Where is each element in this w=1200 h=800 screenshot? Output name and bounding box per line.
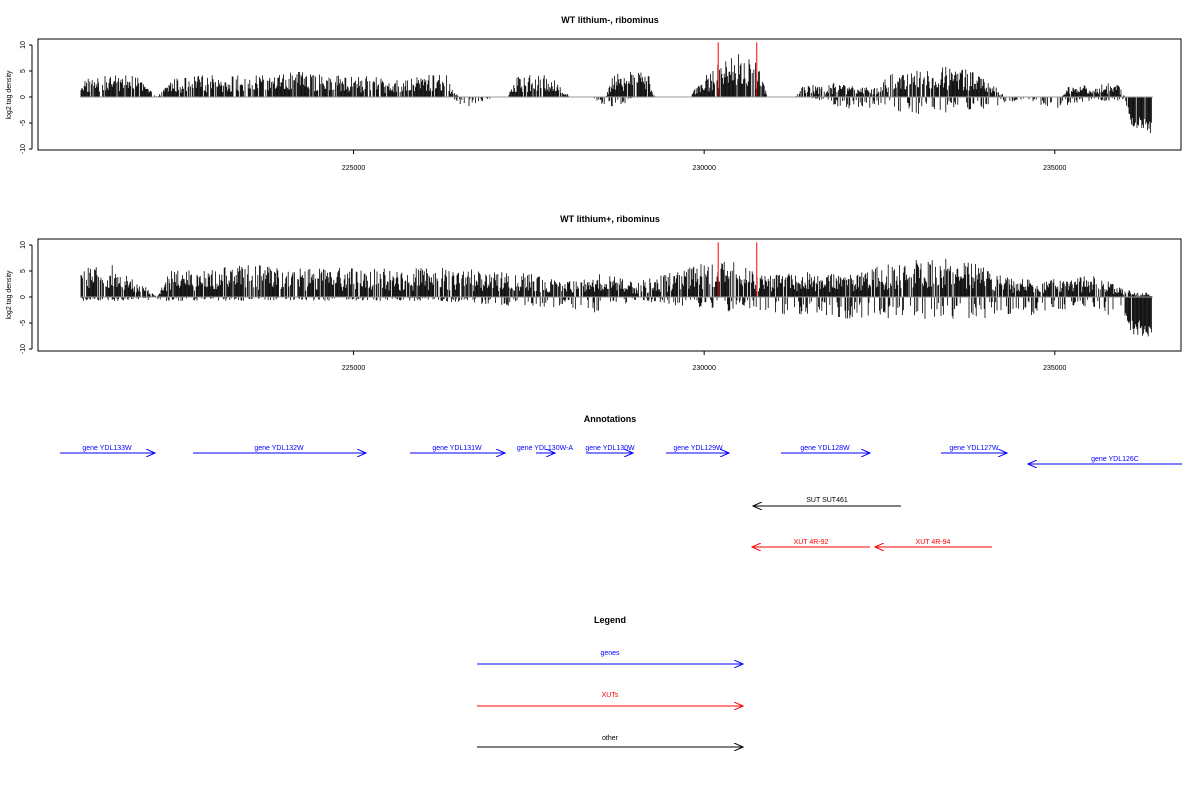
gene-feature: gene YDL133W [60,445,155,453]
y-tick-label: 10 [20,41,27,49]
feature-label: gene YDL129W [673,445,723,452]
y-tick-label: 0 [20,95,27,99]
feature-label: gene YDL130W-A [517,445,573,452]
feature-label: SUT SUT461 [806,497,848,504]
feature-label: gene YDL127W [949,445,999,452]
legend-label: genes [600,650,620,657]
y-tick-3: 0 [20,95,32,99]
y-tick-label: 0 [20,295,27,299]
y-tick-label: 5 [20,69,27,73]
gene-feature: gene YDL127W [941,445,1007,453]
y-tick-label: -10 [20,344,27,354]
y-tick-2: 5 [20,269,32,273]
feature-label: gene YDL132W [254,445,304,452]
legend-item-genes: genes [477,650,743,664]
signal-bars [80,242,1152,337]
gene-feature: gene YDL132W [193,445,366,453]
y-axis-label: log2 tag density [6,270,13,320]
y-tick-2: 5 [20,69,32,73]
y-tick-4: -5 [20,320,32,326]
annotations-track: Annotations gene YDL133W gene YDL132W ge… [60,414,1182,547]
y-tick-label: -5 [20,120,27,126]
track-panel-2: WT lithium+, ribominus log2 tag density … [6,214,1182,372]
feature-label: XUT 4R-92 [794,539,829,546]
y-axis-label: log2 tag density [6,70,13,120]
y-tick-5: -10 [20,144,32,154]
legend-title: Legend [594,615,626,625]
annotations-title: Annotations [584,414,637,424]
plot-frame [37,238,1182,352]
x-tick-label: 230000 [692,365,715,372]
y-tick-4: -5 [20,120,32,126]
y-tick-label: -10 [20,144,27,154]
y-tick-label: -5 [20,320,27,326]
legend-item-xuts: XUTs [477,692,743,706]
feature-label: gene YDL133W [82,445,132,452]
panel-title: WT lithium+, ribominus [560,214,660,224]
track-panel-1: WT lithium-, ribominus log2 tag density … [6,15,1182,172]
gene-feature: gene YDL130W [585,445,635,453]
gene-feature: gene YDL128W [781,445,870,453]
gene-feature: gene YDL131W [410,445,505,453]
gene-feature: gene YDL126C [1028,456,1182,464]
feature-label: XUT 4R-94 [916,539,951,546]
y-tick-1: 10 [20,241,32,249]
y-tick-label: 5 [20,269,27,273]
legend: Legend genes XUTs other [477,615,743,747]
legend-item-other: other [477,735,743,747]
plot-frame [37,38,1182,151]
y-tick-3: 0 [20,295,32,299]
gene-feature: gene YDL129W [666,445,729,453]
feature-label: gene YDL131W [432,445,482,452]
x-tick-label: 235000 [1043,165,1066,172]
x-tick-label: 230000 [692,165,715,172]
sut-feature: SUT SUT461 [753,497,901,506]
gene-feature: gene YDL130W-A [517,445,573,453]
xut-feature: XUT 4R-92 [752,539,870,547]
feature-label: gene YDL126C [1091,456,1139,463]
xut-feature: XUT 4R-94 [875,539,992,547]
x-tick-label: 235000 [1043,365,1066,372]
x-axis: 225000 230000 235000 [342,351,1067,372]
y-tick-5: -10 [20,344,32,354]
x-tick-label: 225000 [342,165,365,172]
x-tick-label: 225000 [342,365,365,372]
legend-label: XUTs [602,692,619,699]
panel-title: WT lithium-, ribominus [561,15,659,25]
legend-label: other [602,735,619,742]
x-axis: 225000 230000 235000 [342,150,1067,172]
y-tick-1: 10 [20,41,32,49]
y-tick-label: 10 [20,241,27,249]
feature-label: gene YDL130W [585,445,635,452]
signal-bars [80,42,1152,133]
feature-label: gene YDL128W [800,445,850,452]
